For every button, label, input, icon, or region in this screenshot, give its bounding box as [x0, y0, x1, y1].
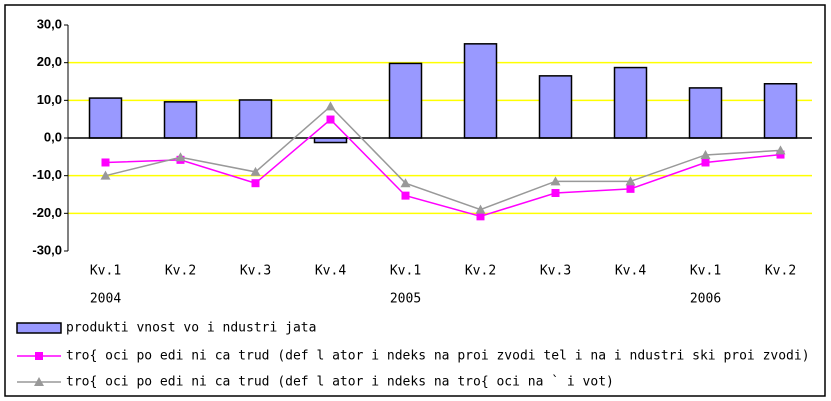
- x-tick-year: 2005: [390, 292, 421, 307]
- x-tick-label: Kv.2: [465, 264, 496, 279]
- x-tick-label: Kv.2: [165, 264, 196, 279]
- x-tick-label: Kv.2: [765, 264, 796, 279]
- x-tick-label: Kv.1: [690, 264, 721, 279]
- bar: [163, 101, 198, 139]
- marker: [326, 115, 335, 124]
- marker: [175, 152, 186, 162]
- marker: [700, 149, 711, 159]
- y-tick-label: -20,0: [32, 205, 62, 220]
- x-tick-label: Kv.4: [615, 264, 646, 279]
- marker: [401, 191, 410, 200]
- bar: [613, 66, 648, 139]
- marker: [775, 145, 786, 155]
- legend-label: tro{ oci po edi ni ca trud (def l ator i…: [66, 375, 614, 390]
- y-tick-label: -30,0: [32, 242, 62, 257]
- x-tick-label: Kv.1: [390, 264, 421, 279]
- marker: [625, 176, 636, 186]
- legend-label: tro{ oci po edi ni ca trud (def l ator i…: [66, 349, 810, 364]
- marker: [475, 204, 486, 214]
- bar: [538, 75, 573, 139]
- x-tick-year: 2006: [690, 292, 721, 307]
- marker: [550, 176, 561, 186]
- x-tick-year: 2004: [90, 292, 121, 307]
- y-tick-label: -10,0: [32, 167, 62, 182]
- marker: [250, 166, 261, 176]
- legend-swatch: [16, 322, 62, 334]
- bar: [763, 83, 798, 139]
- bar: [463, 43, 498, 139]
- bar: [238, 99, 273, 139]
- line: [105, 105, 781, 211]
- marker: [776, 150, 785, 159]
- marker: [101, 158, 110, 167]
- x-tick-label: Kv.4: [315, 264, 346, 279]
- legend-marker: [35, 352, 43, 360]
- marker: [701, 158, 710, 167]
- marker: [100, 170, 111, 180]
- y-tick-label: 10,0: [37, 92, 62, 107]
- marker: [251, 179, 260, 188]
- marker: [476, 212, 485, 221]
- legend-marker: [34, 377, 44, 386]
- y-tick-label: 0,0: [44, 129, 62, 144]
- y-tick-label: 30,0: [37, 16, 62, 31]
- bar: [388, 62, 423, 139]
- marker: [325, 101, 336, 111]
- marker: [400, 178, 411, 188]
- line: [105, 118, 781, 218]
- marker: [626, 184, 635, 193]
- x-tick-label: Kv.3: [240, 264, 271, 279]
- x-tick-label: Kv.1: [90, 264, 121, 279]
- bar: [688, 87, 723, 139]
- bar: [88, 97, 123, 139]
- marker: [551, 188, 560, 197]
- x-tick-label: Kv.3: [540, 264, 571, 279]
- legend-label: produkti vnost vo i ndustri jata: [66, 321, 316, 336]
- y-tick-label: 20,0: [37, 54, 62, 69]
